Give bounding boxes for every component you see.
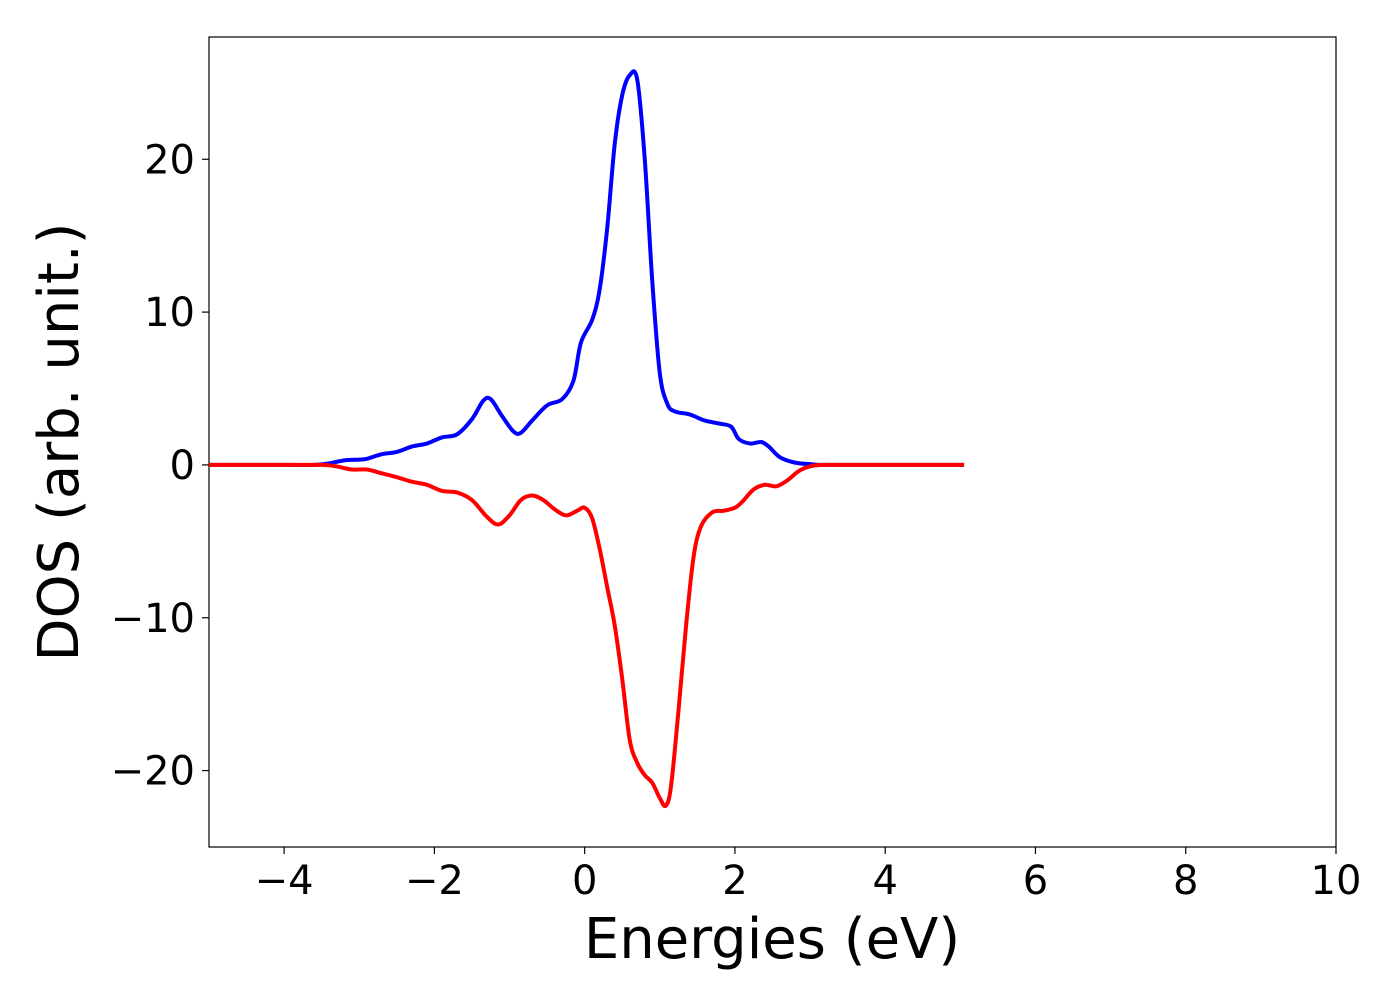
x-tick-label: 10 [1311,858,1362,904]
y-tick-label: 10 [144,290,195,336]
x-tick-label: 6 [1023,858,1048,904]
x-tick-label: −2 [405,858,464,904]
spin-down-dos-line [209,462,965,809]
y-axis-label: DOS (arb. unit.) [27,222,92,661]
spin-up-dos-line [209,69,965,468]
y-tick-label: 20 [144,137,195,183]
x-tick-label: −4 [255,858,314,904]
y-axis-ticks: −20 −10 0 10 20 [111,137,209,795]
y-tick-label: 0 [170,443,195,489]
y-tick-label: −20 [111,749,195,795]
y-tick-label: −10 [111,596,195,642]
x-tick-label: 8 [1173,858,1198,904]
x-axis-label: Energies (eV) [584,907,960,972]
plot-area-frame [208,36,1337,848]
x-tick-label: 0 [572,858,597,904]
x-axis-ticks: −4 −2 0 2 4 6 8 10 [255,847,1362,904]
x-tick-label: 4 [872,858,897,904]
series-layer [209,69,965,809]
x-tick-label: 2 [722,858,747,904]
